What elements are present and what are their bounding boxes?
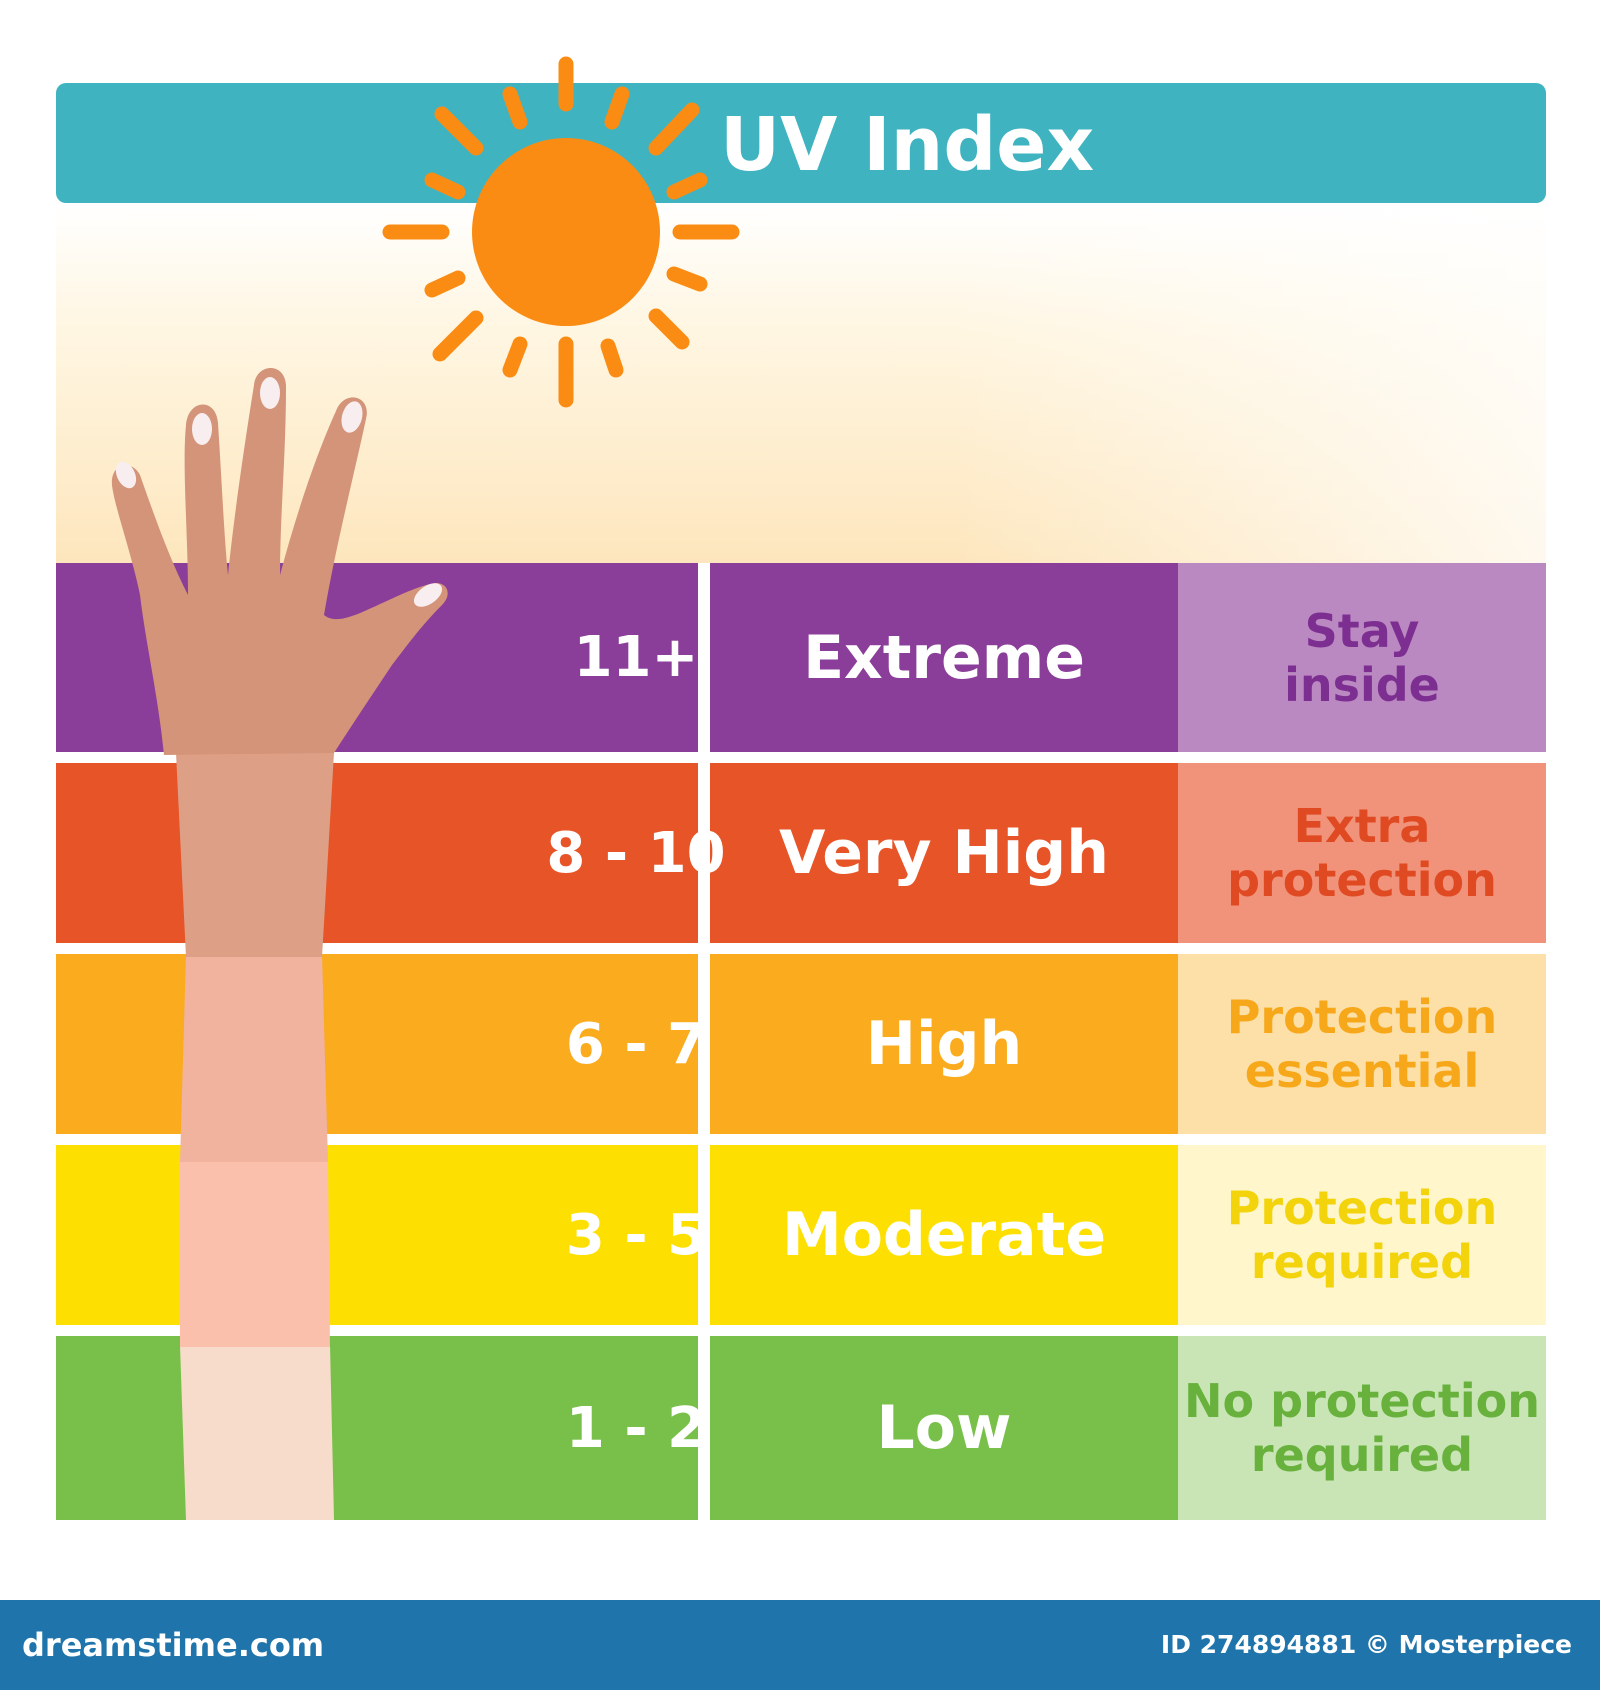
range-label: 3 - 5 [565,1202,707,1268]
advice-line-2: essential [1244,1044,1480,1098]
advice-text: Protection required [1227,1181,1498,1289]
level-cell: High [710,954,1178,1134]
range-label: 1 - 2 [565,1395,707,1461]
range-cell [56,1336,698,1520]
advice-cell: Protection essential [1178,954,1546,1134]
advice-line-1: No protection [1184,1374,1540,1428]
uv-row-very-high: 8 - 10 Very High Extra protection [56,763,1546,943]
advice-text: No protection required [1184,1374,1540,1482]
range-cell [56,954,698,1134]
advice-cell: Stay inside [1178,563,1546,752]
level-cell: Moderate [710,1145,1178,1325]
advice-line-1: Extra [1293,799,1431,853]
level-cell: Extreme [710,563,1178,752]
header-bar [56,83,1546,203]
advice-cell: Protection required [1178,1145,1546,1325]
advice-text: Protection essential [1227,990,1498,1098]
advice-line-1: Protection [1226,1181,1498,1235]
range-label: 6 - 7 [565,1011,707,1077]
advice-line-2: required [1250,1235,1474,1289]
advice-text: Extra protection [1227,799,1497,907]
advice-line-2: protection [1227,853,1497,907]
sun-icon [382,56,740,408]
uv-row-high: 6 - 7 High Protection essential [56,954,1546,1134]
level-label: High [865,1009,1023,1079]
uv-row-low: 1 - 2 Low No protection required [56,1336,1546,1520]
level-cell: Very High [710,763,1178,943]
uv-row-moderate: 3 - 5 Moderate Protection required [56,1145,1546,1325]
advice-line-2: required [1250,1428,1474,1482]
watermark-id: ID 274894881 © Mosterpiece [1160,1630,1572,1659]
advice-text: Stay inside [1284,604,1440,712]
watermark-bar [0,1600,1600,1690]
watermark-site: dreamstime.com [22,1626,325,1664]
advice-cell: No protection required [1178,1336,1546,1520]
advice-line-1: Stay [1304,603,1420,658]
range-label: 8 - 10 [546,820,726,886]
level-label: Low [876,1393,1012,1463]
advice-cell: Extra protection [1178,763,1546,943]
range-cell [56,1145,698,1325]
page-title: UV Index [720,102,1095,188]
range-label: 11+ [573,625,699,690]
level-cell: Low [710,1336,1178,1520]
hand-icon [111,368,448,1520]
advice-line-1: Protection [1226,990,1498,1044]
level-label: Extreme [803,622,1085,693]
range-cell [56,763,698,943]
level-label: Very High [779,818,1109,888]
advice-line-2: inside [1284,657,1440,712]
level-label: Moderate [781,1200,1107,1270]
